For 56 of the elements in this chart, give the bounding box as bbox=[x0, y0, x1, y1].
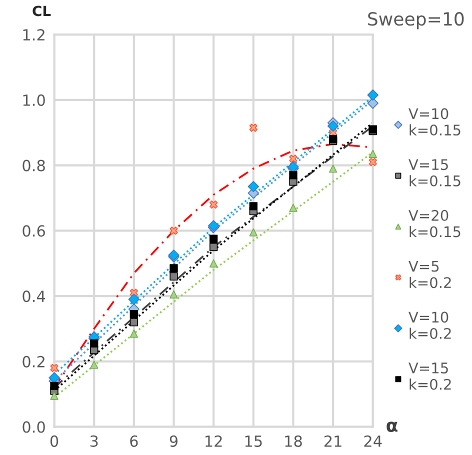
point bbox=[367, 89, 378, 101]
point bbox=[289, 154, 298, 163]
point bbox=[50, 392, 58, 400]
point bbox=[170, 290, 178, 299]
x-tick-label: 21 bbox=[324, 435, 342, 447]
legend-label: V=20 k=0.15 bbox=[408, 210, 460, 238]
y-tick-label: 0.4 bbox=[22, 290, 46, 302]
legend-label: V=10 k=0.2 bbox=[408, 312, 451, 339]
point bbox=[128, 294, 140, 305]
point bbox=[209, 200, 218, 209]
point bbox=[50, 364, 58, 372]
point bbox=[170, 272, 178, 281]
y-tick-label: 0.6 bbox=[22, 225, 45, 237]
point bbox=[50, 382, 58, 390]
y-tick-label: 1.2 bbox=[23, 29, 44, 40]
point bbox=[130, 310, 138, 318]
x-tick-label: 12 bbox=[206, 435, 222, 447]
y-tick-label: 1.0 bbox=[23, 94, 45, 106]
point bbox=[90, 339, 98, 348]
x-axis-title: α bbox=[386, 422, 398, 432]
point bbox=[368, 158, 377, 166]
point bbox=[328, 164, 338, 173]
point bbox=[209, 234, 218, 243]
y-tick-label: 0.0 bbox=[22, 421, 45, 433]
point bbox=[90, 360, 98, 369]
x-tick-label: 15 bbox=[245, 436, 262, 447]
x-tick-label: 0 bbox=[50, 435, 58, 447]
legend-label: V=15 k=0.15 bbox=[408, 159, 460, 186]
x-tick-label: 24 bbox=[364, 435, 382, 447]
point bbox=[130, 318, 138, 326]
point bbox=[170, 264, 178, 272]
point bbox=[327, 120, 339, 132]
point bbox=[170, 226, 178, 235]
point bbox=[289, 171, 298, 180]
text: Sweep=10 bbox=[368, 12, 464, 30]
point bbox=[367, 98, 378, 109]
y-axis-title: CL bbox=[32, 6, 51, 16]
x-tick-label: 6 bbox=[130, 435, 138, 447]
legend-label: V=10 k=0.15 bbox=[408, 108, 460, 136]
point bbox=[248, 180, 260, 192]
point bbox=[209, 242, 218, 252]
legend-label: V=15 k=0.2 bbox=[408, 362, 451, 390]
y-tick-label: 0.8 bbox=[22, 160, 45, 172]
point bbox=[249, 228, 258, 236]
point bbox=[249, 124, 258, 132]
point bbox=[368, 150, 377, 158]
point bbox=[48, 372, 60, 384]
point bbox=[209, 259, 218, 268]
point bbox=[130, 330, 138, 338]
x-tick-label: 18 bbox=[285, 435, 302, 447]
point bbox=[289, 204, 298, 212]
legend-label: V=5 k=0.2 bbox=[408, 260, 451, 288]
x-tick-label: 3 bbox=[90, 435, 98, 447]
point bbox=[249, 202, 258, 210]
y-tick-label: 0.2 bbox=[22, 356, 44, 368]
x-tick-label: 9 bbox=[170, 435, 178, 447]
